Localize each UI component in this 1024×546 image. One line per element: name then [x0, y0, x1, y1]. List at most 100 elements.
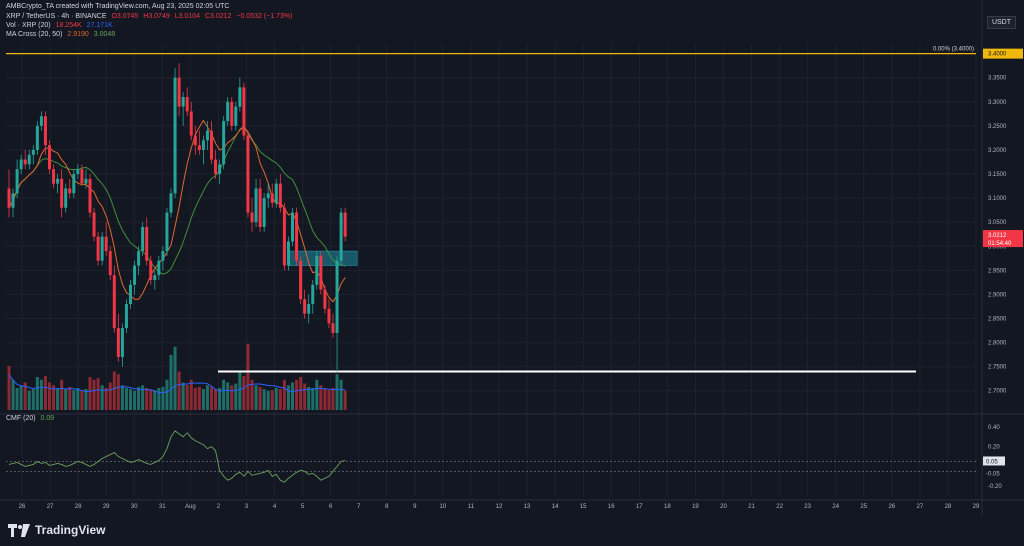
candle: [193, 125, 197, 155]
candle-body: [181, 96, 185, 107]
volume-bar: [27, 390, 31, 410]
volume-bar: [43, 375, 47, 410]
candle-body: [311, 284, 315, 305]
volume-bar: [108, 382, 112, 410]
volume-bar: [303, 383, 307, 410]
x-tick-label: 25: [860, 504, 867, 510]
candle: [262, 193, 266, 232]
price-tick-label: 3.0000: [988, 244, 1007, 250]
cmf-tick-label: 0.20: [988, 445, 1000, 451]
x-tick-label: 5: [301, 504, 305, 510]
candle-body: [161, 251, 165, 261]
volume-bar: [319, 385, 323, 410]
volume-bar: [149, 389, 153, 410]
volume-bar: [266, 390, 270, 410]
volume-bar: [234, 383, 238, 410]
candle-body: [104, 236, 108, 252]
candle-body: [218, 164, 222, 175]
candle-body: [80, 169, 84, 184]
ma-label: MA Cross (20, 50): [6, 31, 63, 38]
candle-body: [153, 275, 157, 280]
ohlc-high: H3.0749: [143, 13, 170, 20]
volume-bar: [112, 371, 116, 410]
candle-body: [323, 289, 327, 309]
x-tick-label: 14: [552, 504, 559, 510]
volume-bar: [80, 390, 84, 410]
candle: [291, 207, 294, 247]
candle: [177, 63, 181, 117]
candle: [153, 270, 157, 290]
candle: [43, 111, 47, 155]
candle-body: [120, 328, 124, 358]
candle-body: [43, 116, 47, 146]
candle: [181, 92, 185, 126]
candle-body: [133, 265, 137, 285]
candle-body: [189, 111, 193, 136]
candle: [19, 154, 23, 175]
x-tick-label: 18: [664, 504, 671, 510]
candle-body: [299, 260, 303, 300]
candle: [311, 279, 315, 314]
candle-body: [291, 212, 294, 242]
volume-bar: [197, 386, 201, 410]
volume-bar: [157, 388, 161, 410]
candle-body: [48, 145, 51, 170]
candle: [295, 207, 299, 266]
candle-body: [222, 121, 226, 165]
candle: [254, 178, 258, 227]
candle: [250, 198, 254, 232]
ohlc-open: O3.0745: [111, 13, 139, 20]
candle: [282, 202, 286, 271]
volume-bar: [48, 382, 51, 410]
candle-body: [76, 169, 80, 175]
candle: [303, 289, 307, 319]
candle-body: [31, 149, 35, 155]
candle: [124, 299, 128, 333]
volume-bar: [230, 385, 234, 410]
volume-bar: [68, 386, 72, 410]
volume-bar: [23, 382, 27, 410]
volume-bar: [295, 379, 299, 410]
candle-body: [112, 275, 116, 329]
candle: [185, 87, 189, 117]
fib-price-label: 3.4000: [988, 52, 1007, 58]
candle-body: [145, 227, 149, 261]
candle: [39, 111, 43, 131]
candle-body: [11, 193, 15, 208]
candle-body: [100, 236, 104, 261]
candle: [242, 82, 246, 141]
candle: [80, 164, 84, 184]
candle-body: [68, 188, 72, 194]
volume-bar: [104, 388, 108, 410]
candle: [165, 207, 169, 256]
candle-body: [165, 212, 169, 252]
candle: [72, 169, 76, 199]
candle: [108, 246, 112, 280]
candle-body: [23, 159, 27, 165]
candle-body: [157, 260, 161, 276]
candle: [234, 101, 238, 131]
candle: [48, 140, 51, 175]
candle-body: [173, 77, 177, 194]
volume-bar: [222, 379, 226, 410]
currency-unit-button[interactable]: USDT: [986, 16, 1016, 29]
candle: [201, 135, 205, 165]
candle-body: [39, 116, 43, 126]
candle-body: [210, 130, 213, 160]
candle: [64, 183, 68, 213]
candle: [210, 121, 213, 165]
volume-bar: [64, 389, 68, 410]
candle-body: [307, 304, 311, 314]
candle: [100, 231, 104, 266]
candle-body: [169, 193, 173, 213]
candle: [129, 279, 132, 309]
candle-body: [35, 125, 39, 150]
candle: [169, 188, 173, 218]
candle: [76, 164, 80, 179]
ma-legend: MA Cross (20, 50) 2.9190 3.0048: [6, 31, 118, 38]
x-tick-label: 24: [832, 504, 839, 510]
candle-body: [149, 260, 153, 280]
volume-bar: [169, 355, 173, 410]
volume-bar: [137, 386, 141, 410]
